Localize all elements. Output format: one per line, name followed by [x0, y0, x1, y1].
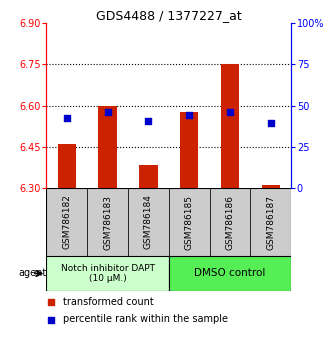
Bar — [87, 188, 128, 256]
Point — [146, 118, 151, 124]
Bar — [210, 188, 251, 256]
Text: percentile rank within the sample: percentile rank within the sample — [64, 314, 228, 325]
Text: GSM786185: GSM786185 — [185, 194, 194, 250]
Bar — [46, 256, 169, 291]
Bar — [128, 188, 169, 256]
Point — [49, 317, 54, 322]
Point — [227, 109, 233, 115]
Point — [49, 299, 54, 305]
Bar — [139, 165, 158, 188]
Point — [187, 112, 192, 118]
Text: DMSO control: DMSO control — [194, 268, 266, 279]
Point — [105, 109, 110, 115]
Bar — [58, 144, 76, 188]
Point — [64, 115, 70, 121]
Text: Notch inhibitor DAPT
(10 μM.): Notch inhibitor DAPT (10 μM.) — [61, 264, 155, 283]
Text: agent: agent — [18, 268, 46, 279]
Bar — [46, 188, 87, 256]
Bar — [251, 188, 291, 256]
Text: GSM786184: GSM786184 — [144, 195, 153, 250]
Bar — [169, 256, 291, 291]
Bar — [98, 105, 117, 188]
Text: GSM786187: GSM786187 — [266, 194, 275, 250]
Text: GSM786182: GSM786182 — [62, 195, 71, 250]
Text: transformed count: transformed count — [64, 297, 154, 307]
Bar — [180, 112, 198, 188]
Text: GSM786186: GSM786186 — [225, 194, 235, 250]
Bar — [262, 185, 280, 188]
Bar — [169, 188, 210, 256]
Text: GSM786183: GSM786183 — [103, 194, 112, 250]
Bar — [221, 64, 239, 188]
Title: GDS4488 / 1377227_at: GDS4488 / 1377227_at — [96, 9, 242, 22]
Point — [268, 121, 273, 126]
